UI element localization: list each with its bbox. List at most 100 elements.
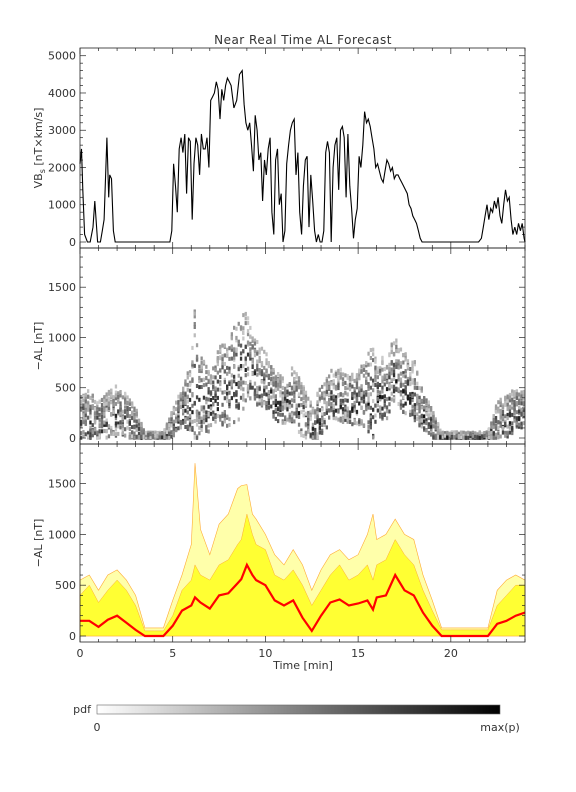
heatmap-cell (131, 430, 134, 435)
heatmap-cell (404, 411, 407, 416)
heatmap-cell (165, 435, 169, 440)
heatmap-cell (390, 350, 393, 355)
heatmap-cell (499, 423, 502, 428)
heatmap-cell (362, 373, 366, 378)
heatmap-cell (381, 379, 384, 384)
heatmap-cell (323, 418, 326, 422)
heatmap-cell (168, 423, 171, 428)
heatmap-cell (485, 435, 488, 440)
heatmap-cell (397, 362, 400, 367)
heatmap-cell (239, 381, 243, 386)
heatmap-cell (219, 368, 222, 373)
heatmap-cell (100, 420, 104, 425)
heatmap-cell (168, 436, 171, 440)
heatmap-cell (418, 418, 421, 423)
heatmap-cell (230, 382, 233, 387)
heatmap-cell (91, 433, 94, 438)
heatmap-cell (323, 400, 326, 405)
vbs-panel: 0 1000 2000 3000 4000 5000 VBs [nT×km/s] (32, 47, 526, 249)
heatmap-cell (348, 411, 352, 416)
heatmap-cell (367, 372, 370, 377)
heatmap-cell (358, 419, 361, 424)
heatmap-cell (522, 389, 525, 394)
heatmap-cell (270, 371, 273, 376)
heatmap-cell (372, 352, 375, 357)
heatmap-cell (267, 405, 270, 410)
heatmap-cell (205, 382, 208, 387)
heatmap-cell (399, 364, 403, 369)
heatmap-cell (323, 382, 326, 387)
heatmap-cell (186, 375, 189, 380)
heatmap-cell (411, 412, 414, 417)
heatmap-cell (186, 405, 189, 410)
heatmap-cell (114, 413, 118, 418)
heatmap-cell (379, 368, 382, 373)
heatmap-cell (265, 352, 268, 357)
heatmap-cell (490, 435, 493, 440)
heatmap-cell (439, 428, 442, 433)
heatmap-cell (520, 390, 523, 395)
heatmap-cell (200, 405, 203, 410)
heatmap-cell (91, 398, 94, 403)
heatmap-cell (265, 358, 268, 363)
heatmap-cell (121, 409, 124, 414)
heatmap-cell (209, 398, 213, 402)
heatmap-cell (295, 385, 298, 390)
heatmap-cell (379, 414, 382, 419)
heatmap-cell (249, 385, 252, 390)
heatmap-cell (418, 407, 421, 412)
heatmap-cell (207, 429, 210, 434)
heatmap-cell (450, 435, 454, 440)
heatmap-cell (147, 433, 150, 438)
heatmap-cell (258, 398, 261, 403)
heatmap-cell (119, 393, 122, 398)
heatmap-cell (300, 385, 303, 389)
heatmap-cell (226, 386, 229, 391)
heatmap-cell (117, 409, 120, 414)
heatmap-cell (430, 425, 433, 430)
heatmap-cell (372, 407, 375, 412)
heatmap-cell (511, 431, 514, 436)
heatmap-cell (508, 408, 512, 412)
heatmap-cell (376, 396, 379, 401)
heatmap-cell (300, 387, 303, 392)
heatmap-cell (483, 434, 486, 438)
heatmap-cell (381, 412, 384, 417)
heatmap-cell (297, 403, 301, 408)
heatmap-cell (351, 372, 354, 377)
heatmap-cell (383, 376, 386, 381)
heatmap-cell (390, 361, 393, 366)
heatmap-cell (372, 399, 375, 404)
heatmap-cell (344, 417, 347, 422)
heatmap-cell (404, 352, 407, 357)
heatmap-cell (260, 398, 264, 403)
heatmap-cell (511, 405, 514, 410)
heatmap-cell (395, 344, 398, 349)
heatmap-cell (270, 365, 273, 370)
heatmap-cell (420, 413, 423, 418)
heatmap-cell (432, 411, 435, 416)
heatmap-cell (397, 373, 400, 378)
heatmap-cell (290, 366, 294, 371)
heatmap-cell (260, 379, 264, 384)
y-tick-label: 500 (55, 382, 76, 395)
heatmap-cell (202, 414, 206, 419)
heatmap-cell (411, 378, 414, 383)
heatmap-cell (91, 405, 94, 410)
heatmap-cell (325, 407, 328, 412)
heatmap-cell (425, 407, 428, 412)
colorbar-label: pdf (73, 703, 92, 716)
heatmap-cell (286, 393, 289, 398)
heatmap-cell (212, 380, 215, 385)
heatmap-cell (182, 408, 185, 413)
heatmap-cell (522, 393, 525, 398)
heatmap-cell (105, 398, 108, 403)
heatmap-cell (423, 419, 426, 424)
heatmap-cell (413, 385, 416, 390)
heatmap-cell (297, 381, 301, 385)
heatmap-cell (274, 416, 277, 421)
heatmap-cell (341, 372, 345, 377)
heatmap-cell (432, 414, 435, 419)
heatmap-cell (293, 398, 296, 403)
